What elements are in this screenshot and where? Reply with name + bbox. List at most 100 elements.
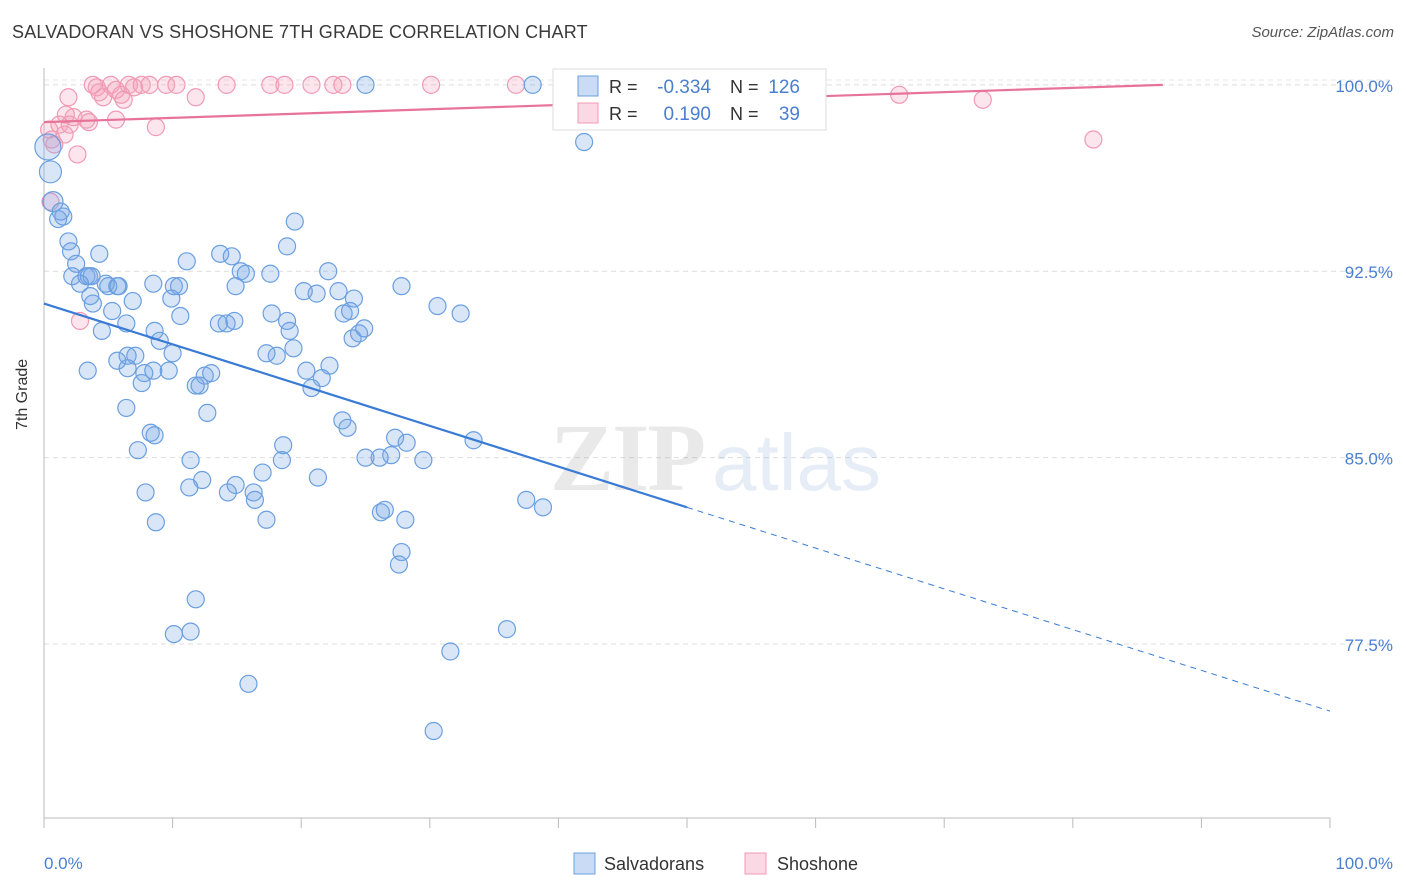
salvadoran-point (517, 490, 536, 509)
salvadoran-point (424, 721, 443, 741)
shoshone-point (68, 145, 87, 164)
salvadoran-point (285, 212, 304, 231)
shoshone-point (79, 113, 99, 132)
grid (44, 79, 1392, 645)
shoshone-point (1084, 130, 1103, 149)
salvadoran-point (186, 590, 205, 609)
salvadoran-point (226, 277, 245, 296)
salvadoran-point (49, 209, 68, 229)
salvadoran-point (198, 403, 217, 423)
salvadoran-point (211, 244, 230, 263)
shoshone-point (261, 75, 280, 94)
salvadoran-point (257, 344, 276, 363)
salvadoran-point (83, 294, 102, 313)
salvadoran-point (181, 622, 200, 641)
shoshone-point (59, 88, 78, 107)
salvadoran-point (103, 301, 122, 321)
shoshone-point (167, 75, 186, 94)
salvadoran-point (375, 500, 394, 519)
shoshone-point (333, 75, 352, 94)
salvadoran-point (78, 361, 97, 380)
salvadoran-point (245, 490, 265, 509)
salvadoran-point (575, 132, 594, 152)
salvadoran-point (385, 428, 405, 447)
tick-labels: 77.5% 85.0% 92.5% 100.0% 0.0% 100.0% (44, 77, 1393, 873)
salvadoran-point (190, 376, 209, 395)
salvadoran-point (284, 339, 303, 358)
salvadoran-point (118, 346, 137, 365)
salvadoran-point (307, 284, 326, 303)
salvadoran-point (132, 373, 151, 393)
salvadoran-point (202, 364, 221, 383)
salvadoran-point (81, 286, 100, 306)
salvadoran-point (297, 361, 316, 380)
salvadoran-point (382, 446, 401, 465)
shoshone-point (146, 118, 165, 137)
x-tick-label-right: 100.0% (1335, 854, 1393, 873)
salvadoran-point (277, 237, 297, 256)
shoshone-point (56, 105, 75, 124)
legend-n-value: 39 (779, 104, 800, 125)
x-tick-label-left: 0.0% (44, 854, 83, 873)
y-tick-label: 77.5% (1345, 636, 1393, 655)
salvadoran-point (274, 436, 293, 455)
stats-legend: R = -0.334 N = 126 R = 0.190 N = 39 (552, 68, 827, 131)
shoshone-point (87, 78, 106, 97)
salvadoran-point (239, 674, 258, 693)
salvadoran-point (428, 296, 447, 316)
shoshone-point (302, 75, 321, 94)
legend-n-value: 126 (768, 77, 800, 98)
salvadoran-point (244, 483, 263, 502)
series-legend: Salvadorans Shoshone (573, 852, 858, 875)
legend-swatch (577, 102, 599, 124)
salvadoran-point (136, 483, 155, 502)
trend-lines (43, 83, 1331, 712)
salvadoran-point (257, 510, 276, 529)
salvadoran-point (177, 252, 196, 271)
shoshone-point (157, 75, 176, 94)
salvadoran-point (308, 468, 328, 487)
salvadoran-point (396, 510, 415, 529)
salvadoran-point (144, 274, 163, 293)
y-tick-label: 92.5% (1345, 263, 1393, 282)
legend-r-value: -0.334 (657, 77, 711, 98)
legend-swatch (577, 75, 599, 97)
salvadoran-point (144, 361, 163, 380)
salvadoran-trend-line (43, 302, 688, 509)
salvadoran-point (117, 398, 136, 418)
salvadoran-point (209, 314, 228, 333)
svg-text:atlas: atlas (712, 418, 881, 507)
salvadoran-point (180, 478, 199, 497)
shoshone-point (186, 88, 205, 107)
salvadoran-trend-extension (686, 506, 1331, 712)
series-legend-swatch (573, 852, 596, 875)
salvadoran-point (355, 319, 374, 338)
legend-r-label: R = (609, 104, 638, 124)
salvadoran-point (338, 418, 357, 437)
y-tick-label: 100.0% (1335, 77, 1393, 96)
salvadoran-point (389, 555, 409, 574)
salvadoran-point (34, 133, 62, 161)
salvadoran-point (392, 277, 411, 296)
salvadoran-point (414, 451, 433, 470)
shoshone-point (275, 75, 294, 94)
legend-r-label: R = (609, 77, 638, 97)
salvadoran-point (218, 483, 237, 502)
salvadoran-point (441, 642, 460, 661)
salvadoran-point (162, 289, 181, 308)
axes (43, 68, 1331, 828)
salvadoran-point (356, 448, 375, 467)
salvadoran-point (397, 433, 416, 452)
salvadoran-point (370, 448, 389, 467)
salvadoran-point (181, 451, 200, 470)
salvadoran-point (70, 274, 90, 293)
series-legend-label: Shoshone (777, 854, 858, 874)
salvadoran-point (145, 426, 164, 445)
salvadoran-point (497, 620, 517, 639)
shoshone-point (421, 75, 441, 94)
shoshone-point (50, 115, 69, 134)
salvadoran-point (523, 75, 542, 94)
shoshone-point (217, 75, 236, 94)
salvadoran-point (217, 314, 236, 333)
source-label: Source: ZipAtlas.com (1251, 24, 1394, 41)
